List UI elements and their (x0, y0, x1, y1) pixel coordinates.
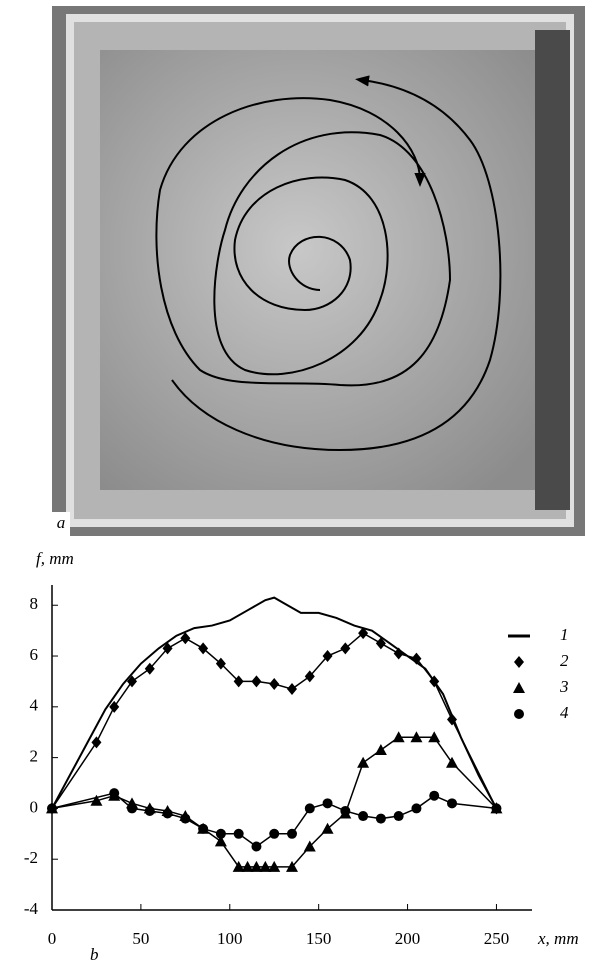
y-tick-label: -2 (24, 848, 38, 867)
triangle-marker (214, 835, 227, 847)
circle-marker (411, 803, 422, 814)
y-axis-label: f, mm (36, 549, 74, 568)
y-tick-label: 0 (30, 797, 39, 816)
diamond-marker (393, 647, 404, 660)
diamond-marker (180, 632, 191, 645)
panel-label: b (90, 945, 99, 964)
diamond-marker (411, 652, 422, 665)
legend-label: 2 (560, 651, 569, 670)
y-tick-label: 6 (30, 645, 39, 664)
y-tick-label: 2 (30, 747, 39, 766)
triangle-marker (268, 860, 281, 872)
series-line (51, 632, 498, 809)
triangle-marker (286, 860, 298, 872)
photo: a (52, 6, 585, 536)
series-line (51, 596, 498, 809)
triangle-marker (241, 860, 254, 872)
legend-label: 3 (559, 677, 569, 696)
triangle-marker (428, 731, 441, 743)
diamond-marker (287, 683, 297, 696)
circle-marker (109, 788, 120, 799)
circle-marker (304, 803, 315, 814)
x-tick-label: 150 (306, 929, 332, 948)
diamond-marker (322, 650, 333, 663)
triangle-marker (374, 744, 387, 755)
diamond-marker (514, 656, 524, 668)
y-tick-label: -4 (24, 899, 39, 918)
diamond-marker (251, 675, 262, 688)
circle-marker (47, 803, 57, 814)
x-tick-label: 50 (132, 929, 149, 948)
circle-marker (251, 841, 262, 852)
diamond-marker (215, 657, 226, 670)
circle-marker (491, 803, 502, 814)
triangle-marker (232, 860, 245, 872)
circle-marker (127, 803, 137, 814)
circle-marker (514, 709, 524, 719)
circle-marker (233, 828, 244, 839)
circle-marker (375, 813, 386, 824)
diamond-marker (233, 675, 244, 688)
x-tick-label: 100 (217, 929, 243, 948)
diamond-marker (358, 627, 369, 640)
diamond-marker (269, 677, 280, 690)
triangle-marker (513, 682, 525, 693)
circle-marker (269, 828, 280, 839)
diamond-marker (127, 675, 137, 688)
circle-marker (429, 790, 440, 801)
triangle-marker (392, 731, 405, 743)
spiral-outer (171, 75, 502, 452)
diamond-marker (91, 736, 102, 749)
circle-marker (144, 805, 155, 816)
x-tick-label: 250 (484, 929, 510, 948)
diamond-marker (109, 700, 120, 713)
circle-marker (198, 823, 209, 834)
series-line (51, 792, 497, 848)
circle-marker (162, 808, 173, 819)
triangle-marker (357, 756, 370, 768)
triangle-marker (446, 756, 458, 768)
y-tick-label: 4 (30, 696, 39, 715)
photo-label: a (57, 513, 66, 532)
circle-marker (180, 813, 191, 824)
circle-marker (340, 805, 351, 816)
x-tick-label: 200 (395, 929, 421, 948)
circle-marker (287, 828, 297, 839)
triangle-marker (321, 822, 334, 834)
diamond-marker (144, 662, 155, 675)
circle-marker (358, 811, 369, 822)
diamond-marker (162, 642, 173, 655)
circle-marker (322, 798, 333, 809)
diamond-marker (447, 713, 457, 726)
legend-label: 1 (560, 625, 569, 644)
circle-marker (393, 811, 404, 822)
diamond-marker (429, 675, 440, 688)
diamond-marker (198, 642, 209, 655)
x-tick-label: 0 (48, 929, 57, 948)
x-axis-label: x, mm (537, 929, 579, 948)
triangle-marker (90, 794, 103, 806)
triangle-marker (250, 860, 263, 872)
series-line (51, 736, 497, 868)
y-tick-label: 8 (30, 594, 39, 613)
triangle-marker (410, 731, 423, 743)
legend-label: 4 (560, 703, 569, 722)
diamond-marker (340, 642, 351, 655)
triangle-marker (303, 840, 316, 852)
circle-marker (447, 798, 457, 809)
circle-marker (215, 828, 226, 839)
spiral-inner (155, 97, 452, 387)
triangle-marker (259, 860, 272, 872)
diamond-marker (304, 670, 315, 683)
diamond-marker (375, 637, 386, 650)
